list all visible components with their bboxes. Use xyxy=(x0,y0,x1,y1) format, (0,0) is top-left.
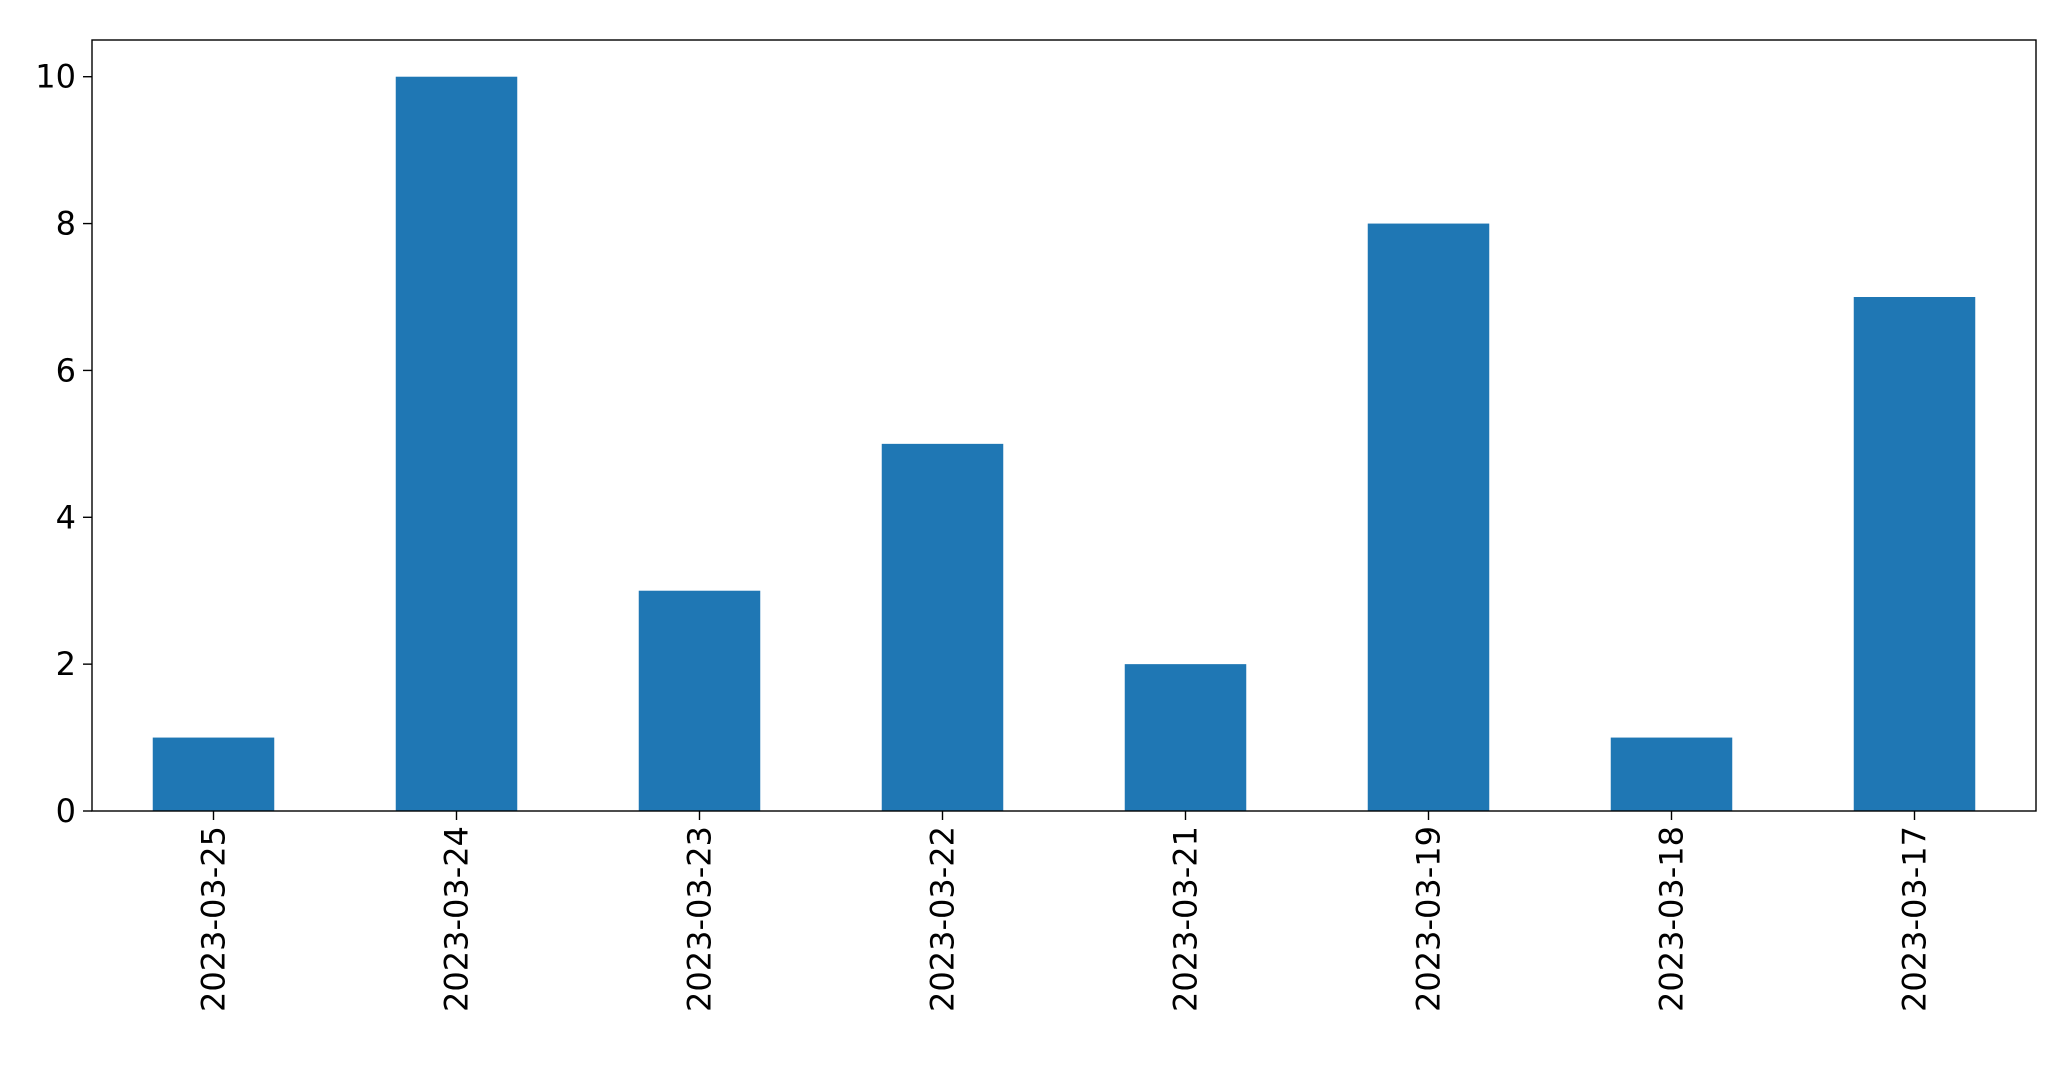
y-tick-label: 10 xyxy=(35,58,76,96)
x-tick-label: 2023-03-17 xyxy=(1896,826,1934,1012)
x-tick-label: 2023-03-19 xyxy=(1410,826,1448,1012)
y-tick-label: 6 xyxy=(56,351,76,389)
bars-group xyxy=(152,76,1976,812)
bar-2023-03-19 xyxy=(1367,223,1490,812)
x-tick-label: 2023-03-21 xyxy=(1167,826,1205,1012)
bar-2023-03-23 xyxy=(638,590,761,811)
y-tick-label: 8 xyxy=(56,205,76,243)
x-tick-label: 2023-03-24 xyxy=(438,826,476,1012)
x-tick-label: 2023-03-22 xyxy=(924,826,962,1012)
y-axis: 0 2 4 6 8 10 xyxy=(35,58,92,830)
bar-2023-03-25 xyxy=(152,737,275,811)
x-axis: 2023-03-25 2023-03-24 2023-03-23 2023-03-22… xyxy=(195,811,1934,1012)
plot-frame xyxy=(91,39,2037,812)
y-tick-label: 0 xyxy=(56,792,76,830)
bar-2023-03-18 xyxy=(1610,737,1733,811)
x-tick-label: 2023-03-25 xyxy=(195,826,233,1012)
y-tick-label: 4 xyxy=(56,498,76,536)
y-tick-label: 2 xyxy=(56,645,76,683)
bar-2023-03-21 xyxy=(1124,664,1247,811)
x-tick-label: 2023-03-18 xyxy=(1653,826,1691,1012)
bar-2023-03-22 xyxy=(881,443,1004,811)
bar-2023-03-17 xyxy=(1853,297,1976,811)
bar-2023-03-24 xyxy=(395,76,518,811)
x-tick-label: 2023-03-23 xyxy=(681,826,719,1012)
